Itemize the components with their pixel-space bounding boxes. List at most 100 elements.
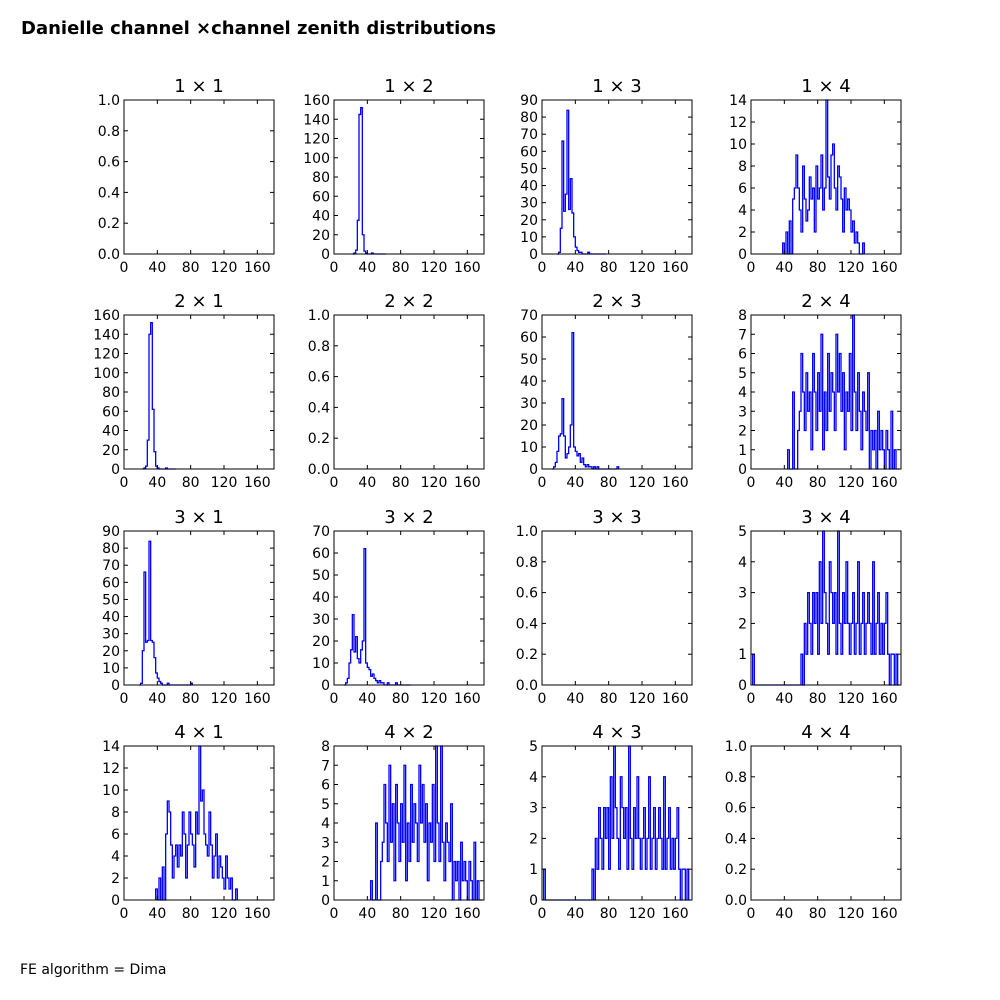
x-tick-label: 0: [330, 906, 339, 922]
y-tick-label: 60: [312, 546, 330, 562]
x-tick-label: 80: [182, 691, 200, 707]
x-tick-label: 80: [600, 260, 618, 276]
y-tick-label: 6: [111, 827, 120, 843]
y-tick-label: 80: [520, 110, 538, 126]
y-tick-label: 0: [529, 462, 538, 478]
subplot-title: 2 × 3: [592, 291, 641, 312]
y-tick-label: 5: [738, 366, 747, 382]
subplot-title: 3 × 1: [174, 507, 223, 528]
x-tick-label: 160: [871, 691, 898, 707]
histogram-series: [752, 530, 900, 686]
subplot-title: 4 × 4: [801, 722, 850, 743]
y-tick-label: 0.8: [725, 770, 747, 786]
axes-frame: [541, 530, 693, 686]
y-tick-label: 7: [738, 327, 747, 343]
y-tick-label: 80: [102, 541, 120, 557]
axes-frame: [750, 99, 902, 255]
y-tick-label: 6: [321, 778, 330, 794]
x-tick-label: 80: [182, 475, 200, 491]
y-tick-label: 50: [102, 592, 120, 608]
y-tick-label: 1: [321, 874, 330, 890]
y-tick-label: 50: [520, 161, 538, 177]
subplot-3-3: 3 × 3 0 40 80 120 160 0.0 0.2 0.4 0.6 0.8 1.0: [516, 507, 693, 707]
x-tick-label: 0: [538, 906, 547, 922]
y-tick-label: 0: [738, 247, 747, 263]
x-tick-label: 40: [566, 906, 584, 922]
subplot-title: 1 × 2: [384, 76, 433, 97]
x-tick-label: 120: [838, 475, 865, 491]
y-tick-label: 0.8: [308, 339, 330, 355]
axes-frame: [123, 745, 275, 901]
y-tick-label: 12: [102, 761, 120, 777]
y-tick-label: 4: [529, 770, 538, 786]
x-tick-label: 0: [747, 691, 756, 707]
axes-frame: [333, 314, 485, 470]
y-tick-label: 8: [321, 739, 330, 755]
subplot-title: 3 × 3: [592, 507, 641, 528]
x-tick-label: 0: [120, 906, 129, 922]
y-tick-label: 5: [738, 524, 747, 540]
y-tick-label: 2: [321, 855, 330, 871]
y-tick-label: 100: [303, 151, 330, 167]
y-tick-label: 0.4: [308, 400, 330, 416]
y-tick-label: 0.6: [516, 586, 538, 602]
x-tick-label: 80: [809, 906, 827, 922]
y-tick-label: 40: [312, 590, 330, 606]
y-tick-label: 50: [312, 568, 330, 584]
x-tick-label: 80: [809, 260, 827, 276]
x-tick-label: 0: [747, 475, 756, 491]
x-tick-label: 40: [148, 906, 166, 922]
x-tick-label: 120: [629, 260, 656, 276]
y-tick-label: 3: [738, 404, 747, 420]
y-tick-label: 0.4: [516, 616, 538, 632]
y-tick-label: 40: [520, 374, 538, 390]
y-tick-label: 6: [738, 347, 747, 363]
x-tick-label: 80: [600, 691, 618, 707]
y-tick-label: 10: [520, 440, 538, 456]
x-tick-label: 40: [775, 475, 793, 491]
y-tick-label: 8: [738, 159, 747, 175]
x-tick-label: 120: [421, 906, 448, 922]
y-tick-label: 160: [303, 93, 330, 109]
y-tick-label: 1: [738, 443, 747, 459]
y-tick-label: 30: [312, 612, 330, 628]
y-tick-label: 0.8: [98, 124, 120, 140]
y-tick-label: 100: [93, 366, 120, 382]
y-tick-label: 0.4: [725, 831, 747, 847]
x-tick-label: 40: [148, 260, 166, 276]
histogram-series: [344, 547, 411, 686]
y-tick-label: 20: [312, 634, 330, 650]
y-tick-label: 40: [102, 424, 120, 440]
y-tick-label: 140: [93, 327, 120, 343]
subplot-title: 4 × 2: [384, 722, 433, 743]
x-tick-label: 120: [838, 691, 865, 707]
y-tick-label: 70: [520, 127, 538, 143]
histogram-series: [139, 540, 193, 686]
y-tick-label: 1.0: [98, 93, 120, 109]
x-tick-label: 160: [662, 475, 689, 491]
y-tick-label: 0: [111, 893, 120, 909]
figure-footer: FE algorithm = Dima: [20, 962, 167, 978]
y-tick-label: 6: [738, 181, 747, 197]
x-tick-label: 120: [629, 906, 656, 922]
axes-frame: [750, 745, 902, 901]
y-tick-label: 60: [102, 575, 120, 591]
y-tick-label: 60: [520, 330, 538, 346]
x-tick-label: 80: [392, 475, 410, 491]
axes-frame: [541, 314, 693, 470]
y-tick-label: 160: [93, 308, 120, 324]
y-tick-label: 4: [738, 385, 747, 401]
y-tick-label: 90: [102, 524, 120, 540]
y-tick-label: 0: [321, 247, 330, 263]
y-tick-label: 2: [111, 871, 120, 887]
x-tick-label: 40: [358, 475, 376, 491]
y-tick-label: 1: [738, 647, 747, 663]
subplot-title: 1 × 1: [174, 76, 223, 97]
y-tick-label: 0.2: [98, 216, 120, 232]
x-tick-label: 160: [454, 475, 481, 491]
y-tick-label: 0.2: [516, 647, 538, 663]
histogram-series: [370, 745, 483, 901]
